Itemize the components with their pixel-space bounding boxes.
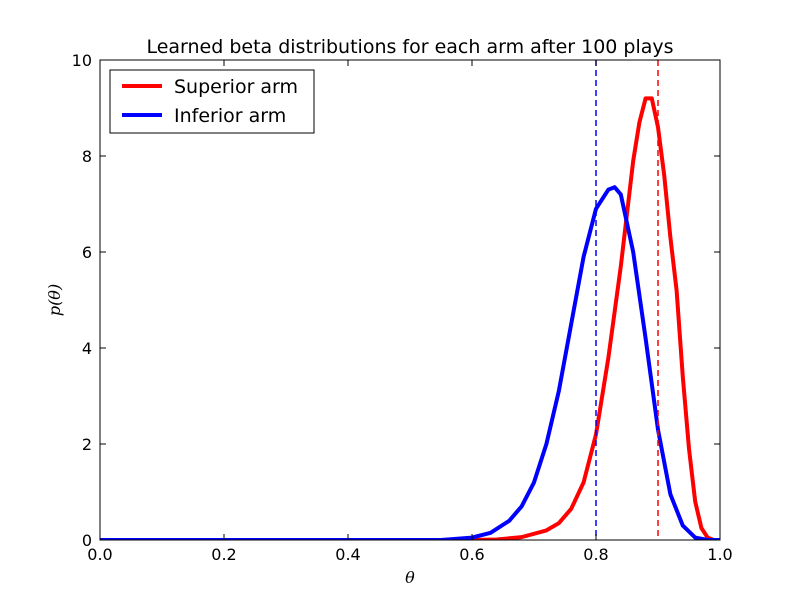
x-tick-label: 0.2 bbox=[211, 545, 236, 564]
x-tick-label: 0.4 bbox=[335, 545, 360, 564]
y-tick-label: 4 bbox=[82, 339, 92, 358]
y-tick-label: 6 bbox=[82, 243, 92, 262]
series-line-1 bbox=[100, 96, 720, 540]
chart-title: Learned beta distributions for each arm … bbox=[146, 36, 673, 58]
x-tick-label: 0.6 bbox=[459, 545, 484, 564]
legend-box bbox=[109, 69, 315, 134]
y-tick-label: 0 bbox=[82, 531, 92, 550]
series-group bbox=[100, 96, 720, 540]
legend-label-2: Inferior arm bbox=[174, 105, 286, 127]
legend-label-1: Superior arm bbox=[174, 76, 298, 98]
legend: Superior arm Inferior arm bbox=[109, 69, 315, 134]
x-tick-label: 0.0 bbox=[87, 545, 112, 564]
x-axis-label: θ bbox=[405, 568, 415, 587]
series-line-2 bbox=[100, 185, 720, 540]
y-tick-label: 10 bbox=[72, 51, 92, 70]
plot-area: 0.0 0.2 0.4 0.6 0.8 1.0 0 2 4 6 8 10 bbox=[72, 51, 733, 564]
y-axis-label: p(θ) bbox=[45, 284, 64, 316]
y-tick-label: 8 bbox=[82, 147, 92, 166]
x-tick-label: 1.0 bbox=[707, 545, 732, 564]
x-tick-label: 0.8 bbox=[583, 545, 608, 564]
plot-frame bbox=[99, 59, 721, 541]
y-tick-label: 2 bbox=[82, 435, 92, 454]
